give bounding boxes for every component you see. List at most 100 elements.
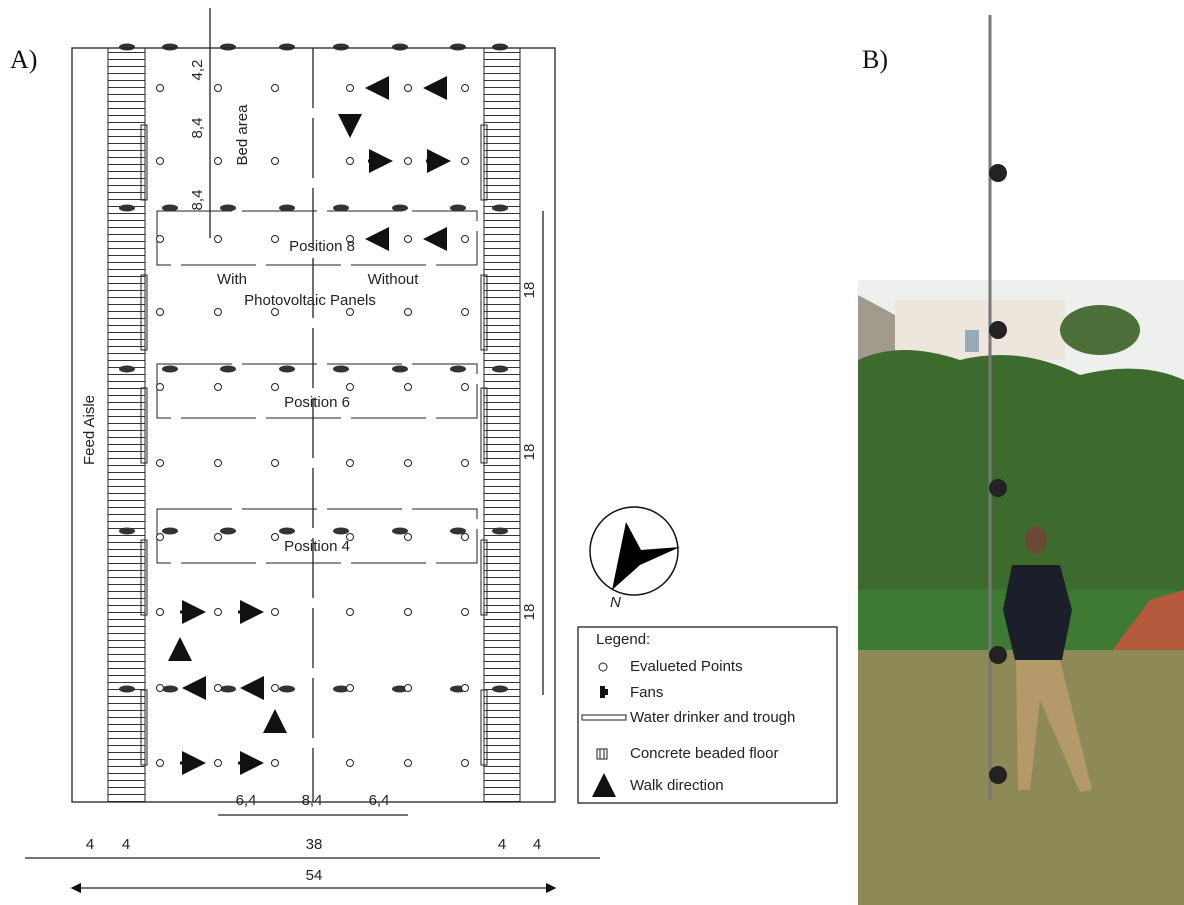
evaluated-point: [215, 236, 222, 243]
dim-label: 54: [306, 867, 323, 884]
fan: [333, 528, 349, 535]
legend-title: Legend:: [596, 631, 650, 648]
evaluated-point: [215, 158, 222, 165]
fan: [450, 44, 466, 51]
evaluated-point: [405, 609, 412, 616]
figure: A) Feed Aisle Bed area 4,2 8,4 8,4 Posit…: [0, 0, 1184, 905]
evaluated-point: [215, 85, 222, 92]
evaluated-point: [157, 158, 164, 165]
evaluated-point: [215, 460, 222, 467]
evaluated-point: [272, 309, 279, 316]
legend-item: Walk direction: [630, 777, 724, 794]
dim-label: 8,4: [189, 118, 206, 139]
dim-label: 38: [306, 836, 323, 853]
evaluated-point: [272, 85, 279, 92]
evaluated-point: [157, 236, 164, 243]
evaluated-point: [462, 309, 469, 316]
legend-trough: [582, 715, 626, 720]
dim-label: 18: [521, 604, 538, 621]
fan: [162, 366, 178, 373]
evaluated-point: [405, 760, 412, 767]
without-label: Without: [368, 271, 420, 288]
evaluated-point: [272, 685, 279, 692]
evaluated-point: [462, 460, 469, 467]
person-head: [1025, 526, 1047, 554]
evaluated-point: [405, 158, 412, 165]
fan: [279, 44, 295, 51]
position-label: Position 4: [284, 538, 350, 555]
evaluated-point: [347, 85, 354, 92]
evaluated-point: [462, 384, 469, 391]
evaluated-point: [157, 609, 164, 616]
panel-label: A): [10, 45, 37, 74]
legend-item: Concrete beaded floor: [630, 745, 778, 762]
evaluated-point: [347, 760, 354, 767]
fan: [333, 366, 349, 373]
bed-area: Bed area: [234, 104, 251, 166]
sensor: [989, 646, 1007, 664]
fan: [220, 366, 236, 373]
evaluated-point: [405, 384, 412, 391]
dim-label: 4: [86, 836, 94, 853]
fan: [333, 44, 349, 51]
feed-aisle: Feed Aisle: [81, 395, 98, 465]
evaluated-point: [405, 685, 412, 692]
evaluated-point: [272, 460, 279, 467]
evaluated-point: [157, 685, 164, 692]
evaluated-point: [157, 534, 164, 541]
fan: [220, 686, 236, 693]
dim-label: 4,2: [189, 60, 206, 81]
legend-item: Evalueted Points: [630, 658, 743, 675]
pv-label: Photovoltaic Panels: [244, 292, 376, 309]
fan: [162, 205, 178, 212]
tree: [1060, 305, 1140, 355]
evaluated-point: [405, 534, 412, 541]
fan: [279, 366, 295, 373]
evaluated-point: [272, 534, 279, 541]
evaluated-point: [347, 685, 354, 692]
evaluated-point: [462, 158, 469, 165]
dim-label: 4: [533, 836, 541, 853]
sensor: [989, 479, 1007, 497]
fan: [162, 686, 178, 693]
evaluated-point: [462, 760, 469, 767]
fan: [220, 205, 236, 212]
dim-label: 8,4: [189, 190, 206, 211]
evaluated-point: [157, 309, 164, 316]
evaluated-point: [347, 158, 354, 165]
evaluated-point: [157, 384, 164, 391]
evaluated-point: [347, 384, 354, 391]
evaluated-point: [405, 460, 412, 467]
dim-label: 18: [521, 444, 538, 461]
evaluated-point: [462, 236, 469, 243]
fan: [279, 686, 295, 693]
evaluated-point: [272, 609, 279, 616]
legend-floor: [597, 749, 607, 759]
concrete-floor: [484, 48, 520, 802]
evaluated-point: [405, 85, 412, 92]
evaluated-point: [462, 85, 469, 92]
evaluated-point: [347, 609, 354, 616]
legend-item: Water drinker and trough: [630, 709, 795, 726]
evaluated-point: [215, 685, 222, 692]
evaluated-point: [405, 236, 412, 243]
position-label: Position 8: [289, 238, 355, 255]
evaluated-point: [215, 609, 222, 616]
fan: [392, 528, 408, 535]
fan: [333, 205, 349, 212]
fan: [162, 44, 178, 51]
evaluated-point: [272, 384, 279, 391]
evaluated-point: [405, 309, 412, 316]
evaluated-point: [272, 760, 279, 767]
evaluated-point: [157, 760, 164, 767]
concrete-floor: [108, 48, 145, 802]
fan: [392, 205, 408, 212]
bushes: [858, 350, 1184, 600]
dim-label: 6,4: [369, 792, 390, 809]
fan: [450, 205, 466, 212]
evaluated-point: [462, 609, 469, 616]
barn-diagram: A) Feed Aisle Bed area 4,2 8,4 8,4 Posit…: [10, 8, 837, 888]
fan: [392, 44, 408, 51]
evaluated-point: [462, 534, 469, 541]
evaluated-point: [272, 236, 279, 243]
